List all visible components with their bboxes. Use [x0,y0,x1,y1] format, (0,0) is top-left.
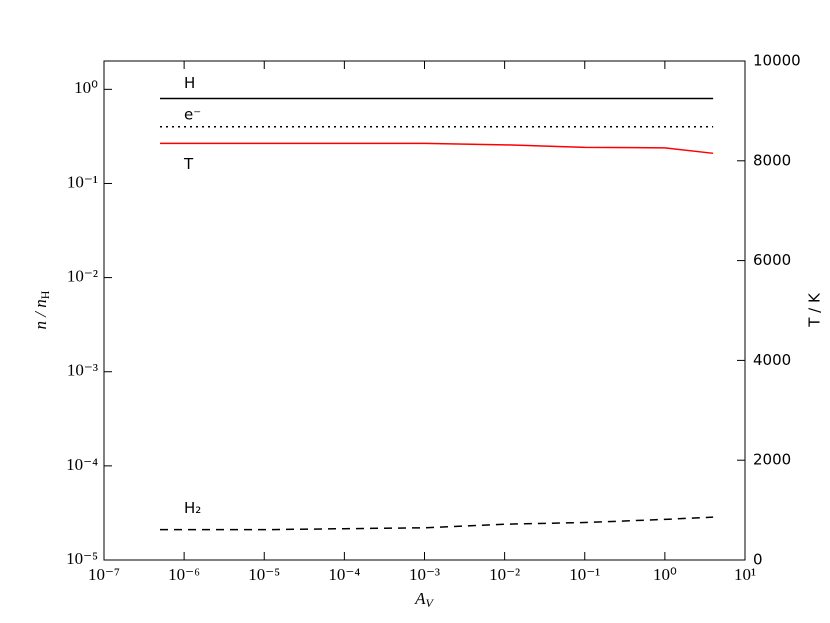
series-label: e⁻ [184,105,201,123]
y-tick-label: 10⁻³ [67,361,98,380]
x-label-sub: V [426,596,435,610]
x-tick-label: 10¹ [734,565,756,584]
y2-axis-label: T / K [806,292,824,328]
series-label: T [183,155,194,173]
y2-tick-label: 2000 [753,451,791,469]
y-axis-label: n / nH [31,290,52,329]
plot-frame [103,60,746,561]
y-label-main: n / n [31,299,50,329]
y-label-sub: H [38,290,52,299]
x-tick-label: 10⁻⁶ [168,565,200,584]
series-label: H [184,74,195,92]
y2-tick-label: 0 [753,551,763,569]
y-tick-label: 10⁻⁵ [66,549,98,568]
series-line [160,142,714,155]
y2-tick-label: 4000 [753,351,791,369]
y-tick-label: 10⁻² [67,267,98,286]
y-tick-label: 10⁻⁴ [66,455,98,474]
x-tick-label: 10⁻¹ [569,565,600,584]
x-tick-label: 10⁻⁷ [88,565,120,584]
series-line [160,516,714,531]
x-tick-label: 10⁻³ [409,565,440,584]
x-tick-label: 10⁻⁴ [328,565,360,584]
x-tick-label: 10⁻² [489,565,520,584]
y2-tick-label: 10000 [753,52,801,70]
x-label-main: A [414,589,426,608]
x-tick-label: 10⁰ [653,565,677,584]
y2-tick-label: 6000 [753,251,791,269]
y-tick-label: 10⁰ [74,78,98,97]
y2-tick-label: 8000 [753,151,791,169]
x-axis-label: AV [414,589,434,610]
series-label: H₂ [184,499,201,517]
x-tick-label: 10⁻⁵ [248,565,280,584]
y-tick-label: 10⁻¹ [67,172,98,191]
